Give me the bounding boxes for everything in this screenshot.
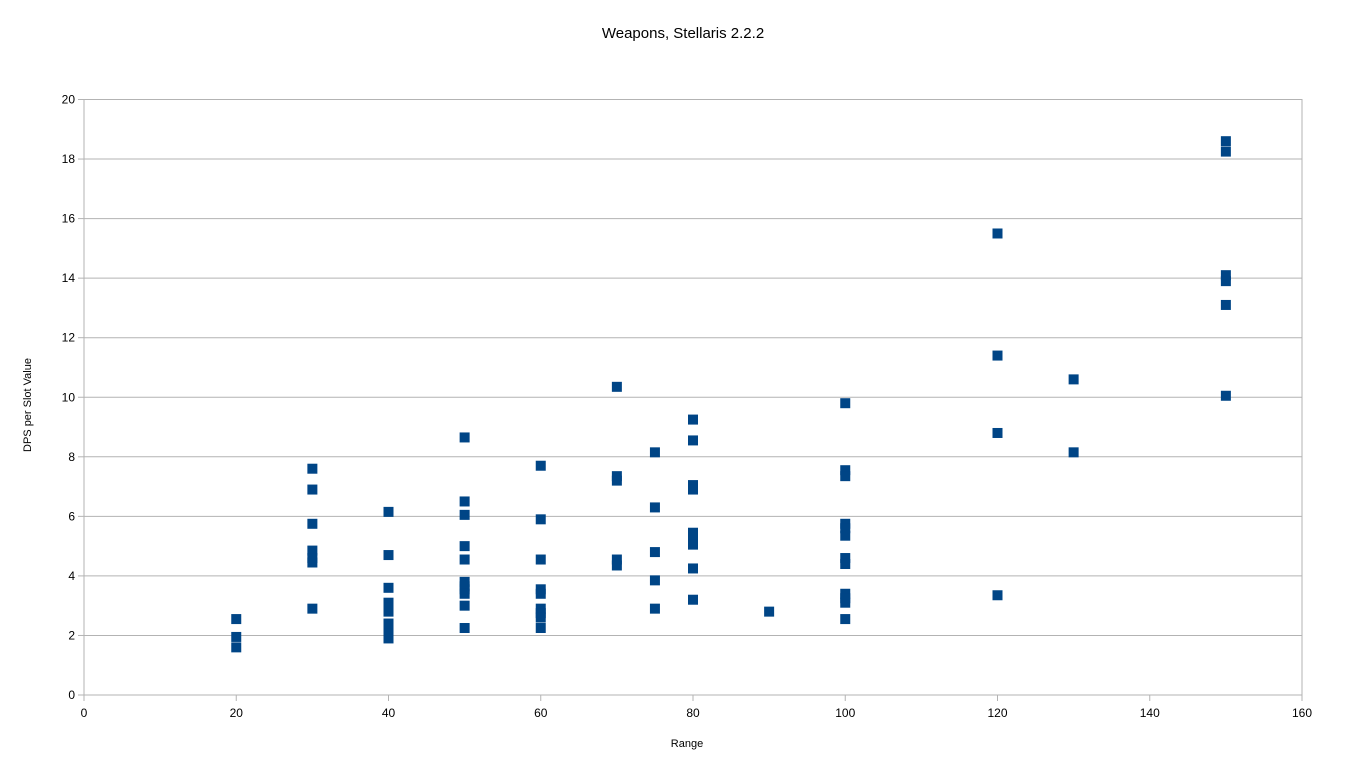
data-point (649, 547, 660, 558)
x-tick-label: 40 (382, 706, 396, 720)
data-point (459, 623, 470, 634)
y-tick-label: 10 (62, 390, 76, 404)
data-point (307, 545, 318, 556)
x-tick-label: 20 (230, 706, 244, 720)
data-point (1220, 390, 1231, 401)
data-point (535, 588, 546, 599)
data-point (383, 618, 394, 629)
data-point (1220, 270, 1231, 281)
data-point (611, 381, 622, 392)
data-point (307, 463, 318, 474)
data-point (307, 518, 318, 529)
y-tick-label: 16 (62, 212, 76, 226)
y-tick-label: 20 (62, 93, 76, 107)
data-point (535, 612, 546, 623)
data-point (307, 557, 318, 568)
data-point (307, 484, 318, 495)
data-point (1220, 299, 1231, 310)
data-point (649, 603, 660, 614)
data-point (688, 594, 698, 605)
data-point (840, 553, 851, 564)
data-point (231, 631, 242, 642)
data-point (688, 414, 698, 425)
data-point (688, 484, 698, 495)
data-point (840, 398, 851, 409)
data-point (840, 471, 851, 482)
y-tick-label: 8 (68, 450, 75, 464)
data-point (383, 550, 394, 561)
y-tick-label: 12 (62, 331, 76, 345)
data-point (688, 533, 698, 544)
data-point (231, 614, 242, 625)
data-point (840, 465, 851, 476)
y-tick-label: 4 (68, 569, 75, 583)
x-tick-label: 100 (835, 706, 855, 720)
data-point (992, 427, 1003, 438)
data-point (840, 558, 851, 569)
data-point (231, 642, 242, 653)
x-axis-label: Range (671, 738, 703, 750)
data-point (688, 563, 698, 574)
data-point (649, 447, 660, 458)
data-point (688, 539, 698, 550)
data-point (383, 633, 394, 644)
chart-title: Weapons, Stellaris 2.2.2 (602, 25, 764, 42)
x-tick-label: 140 (1140, 706, 1160, 720)
data-point (459, 600, 470, 611)
gridlines (84, 99, 1302, 696)
y-tick-label: 14 (62, 271, 76, 285)
data-point (840, 597, 851, 608)
x-tick-label: 0 (81, 706, 88, 720)
data-point (459, 554, 470, 565)
x-tick-label: 120 (987, 706, 1007, 720)
y-tick-label: 2 (68, 628, 75, 642)
data-point (535, 514, 546, 525)
data-point (535, 554, 546, 565)
data-point (1220, 146, 1231, 157)
y-axis-ticks: 0 2 4 6 8 10 12 14 16 18 20 (62, 93, 84, 702)
y-tick-label: 0 (68, 688, 75, 702)
data-points (231, 136, 1231, 653)
data-point (840, 523, 851, 534)
data-point (840, 530, 851, 541)
data-point (459, 432, 470, 443)
data-point (688, 435, 698, 446)
data-point (1220, 276, 1231, 287)
data-point (992, 590, 1003, 601)
data-point (459, 541, 470, 552)
data-point (383, 582, 394, 593)
y-axis-label: DPS per Slot Value (22, 358, 34, 452)
data-point (459, 509, 470, 520)
data-point (688, 527, 698, 538)
x-tick-label: 60 (534, 706, 548, 720)
data-point (1068, 447, 1079, 458)
y-tick-label: 18 (62, 152, 76, 166)
data-point (535, 460, 546, 471)
data-point (611, 560, 622, 571)
data-point (840, 614, 851, 625)
data-point (649, 502, 660, 513)
data-point (649, 575, 660, 586)
data-point (992, 350, 1003, 361)
data-point (764, 606, 775, 617)
data-point (611, 475, 622, 486)
data-point (1220, 136, 1231, 147)
x-tick-label: 160 (1292, 706, 1312, 720)
data-point (1068, 374, 1079, 385)
data-point (383, 606, 394, 617)
data-point (992, 228, 1003, 239)
y-tick-label: 6 (68, 509, 75, 523)
data-point (459, 496, 470, 507)
data-point (459, 588, 470, 599)
data-point (383, 506, 394, 517)
data-point (535, 623, 546, 634)
x-axis-ticks: 0 20 40 60 80 100 120 140 160 (81, 695, 1312, 720)
x-tick-label: 80 (686, 706, 700, 720)
data-point (611, 554, 622, 565)
data-point (307, 603, 318, 614)
